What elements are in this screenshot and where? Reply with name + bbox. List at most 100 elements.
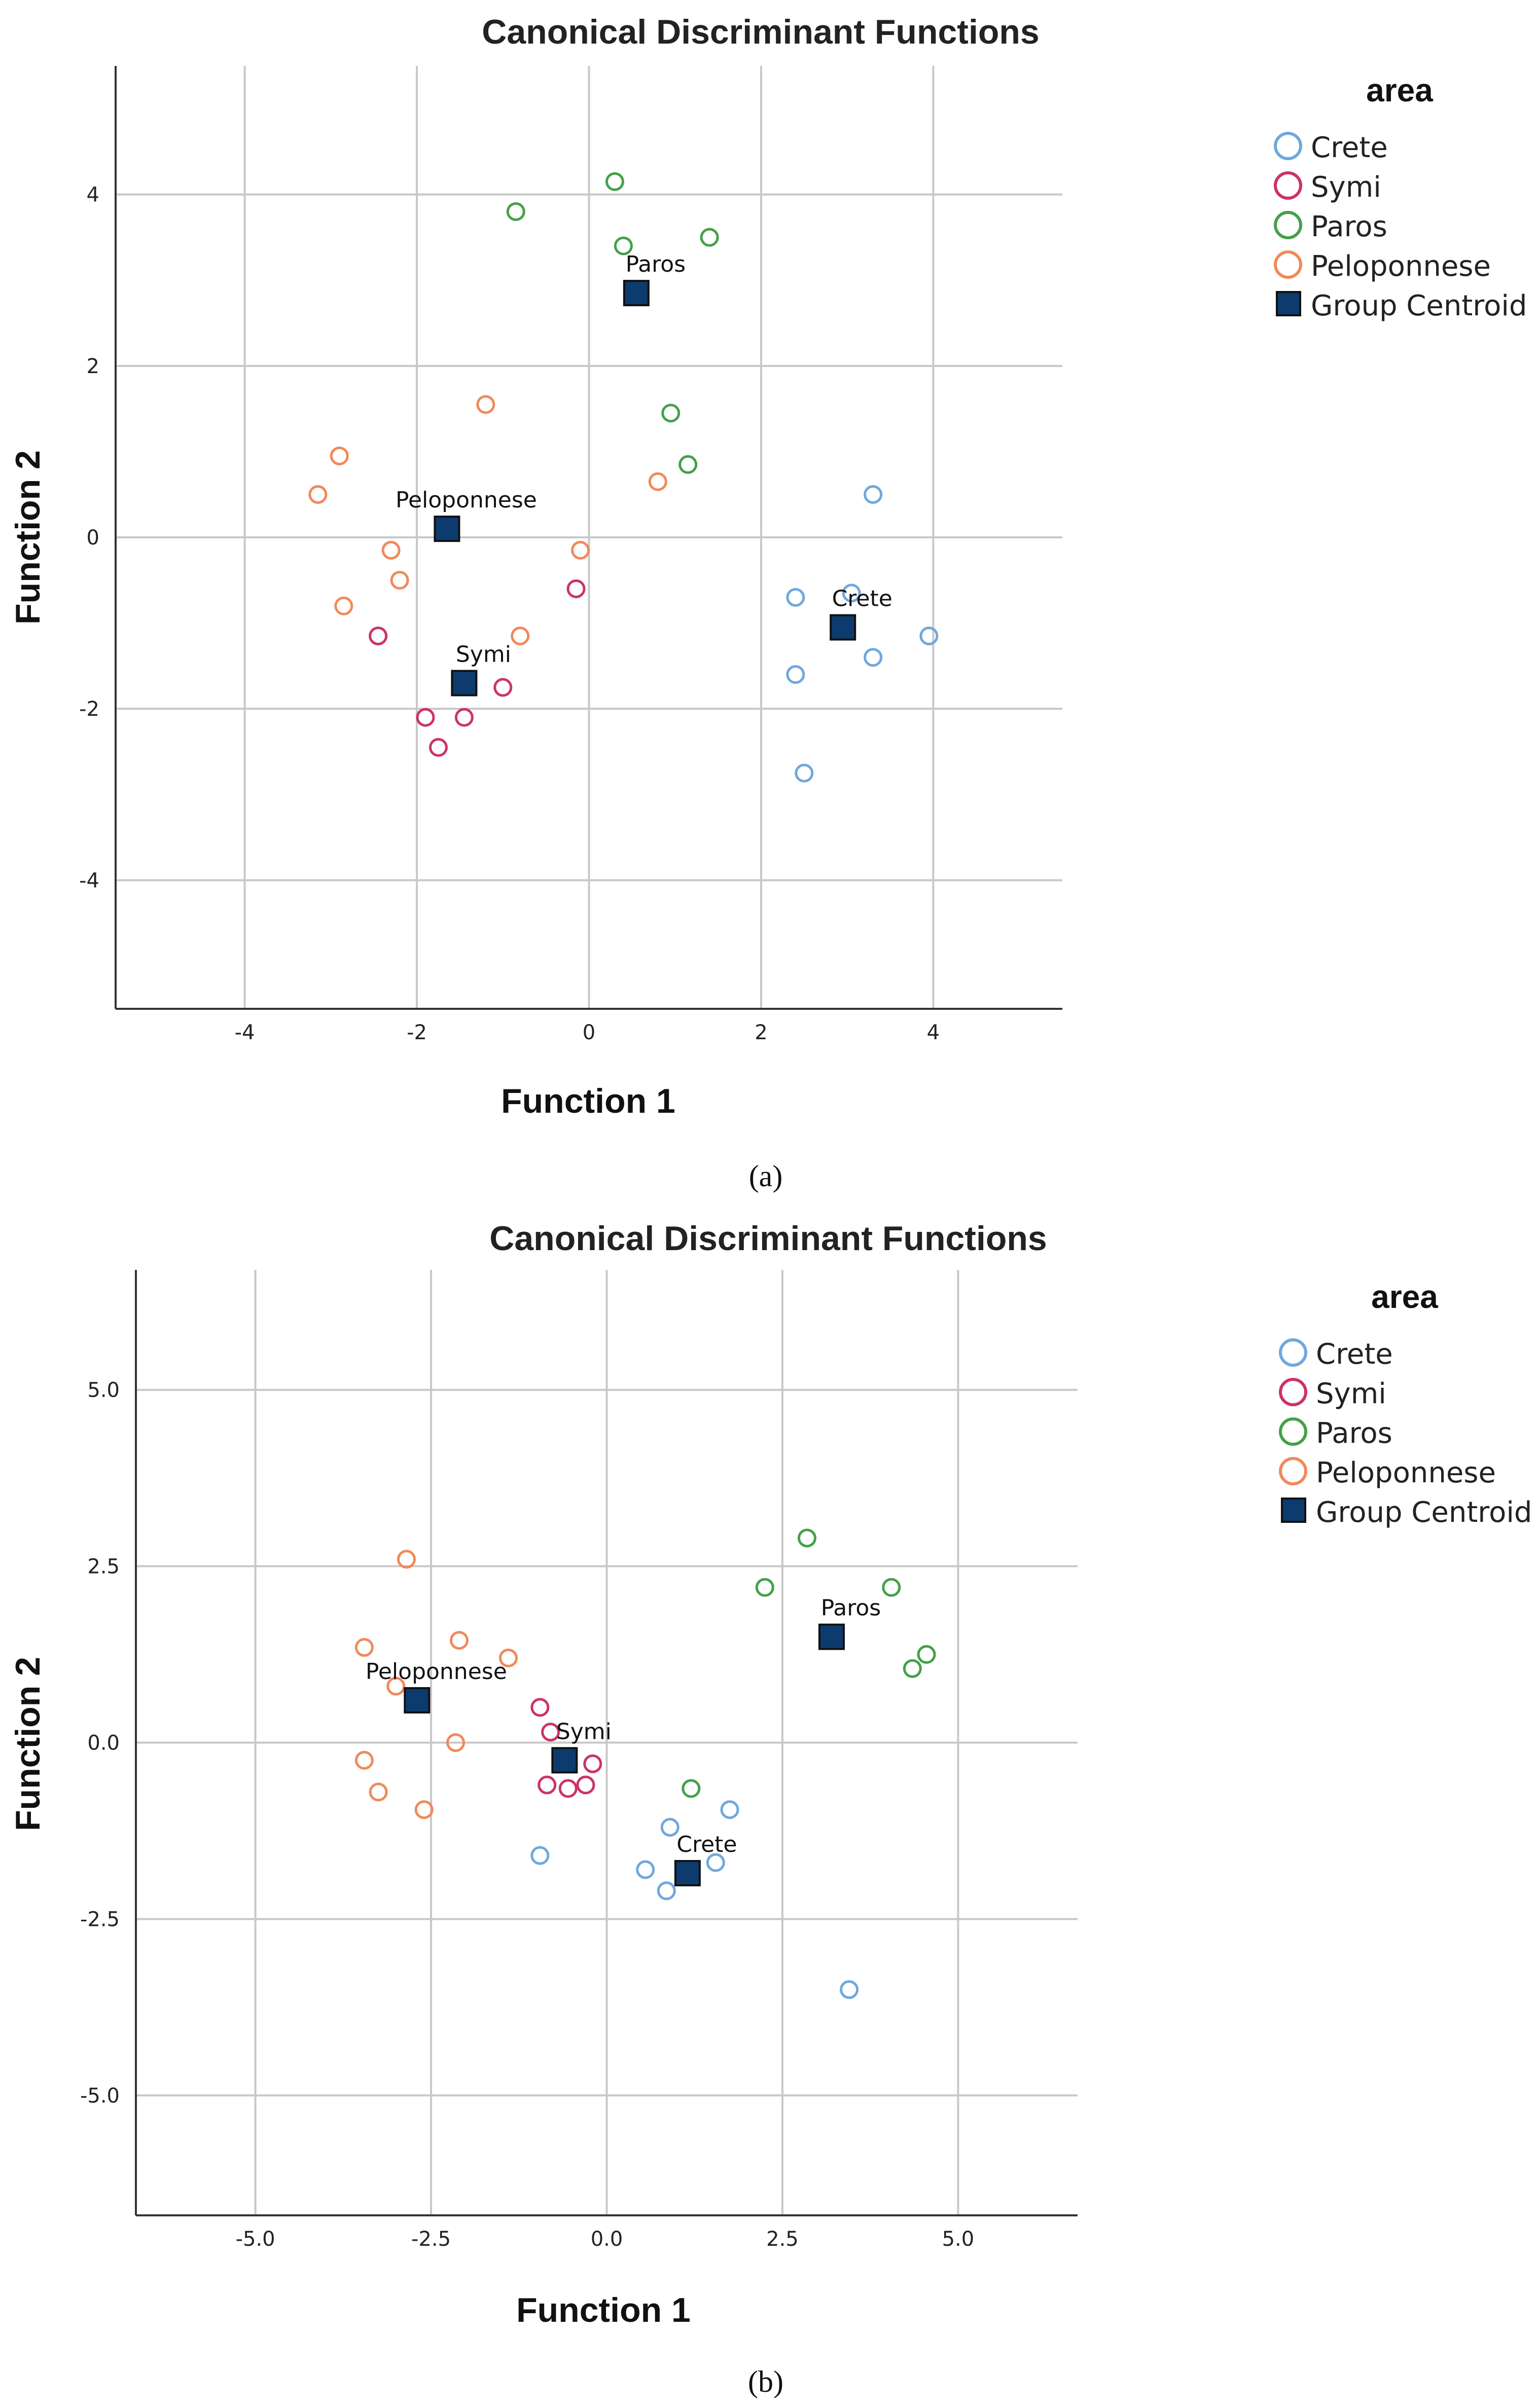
panel-caption: (b) xyxy=(748,2365,783,2398)
data-point-paros xyxy=(614,236,633,256)
data-point-crete xyxy=(795,763,814,783)
data-point-crete xyxy=(786,588,805,607)
x-tick-label: -4 xyxy=(235,1021,255,1044)
panel-caption: (a) xyxy=(749,1159,783,1193)
legend-marker-crete xyxy=(1279,1338,1307,1367)
y-axis-label: Function 2 xyxy=(9,1657,47,1831)
x-tick-label: 2 xyxy=(755,1021,767,1044)
x-axis-label: Function 1 xyxy=(501,1082,675,1120)
legend-title: area xyxy=(1371,1279,1438,1315)
y-tick-label: 0 xyxy=(87,526,99,550)
centroid-label: Crete xyxy=(832,586,892,612)
x-tick-label: -2.5 xyxy=(411,2228,451,2251)
centroid-crete xyxy=(674,1859,701,1886)
data-point-paros xyxy=(661,404,681,423)
data-point-peloponnese xyxy=(381,540,401,560)
centroid-paros xyxy=(623,280,650,307)
data-point-paros xyxy=(605,172,624,191)
x-tick-label: 0 xyxy=(583,1021,595,1044)
y-axis-label: Function 2 xyxy=(9,450,47,625)
data-point-peloponnese xyxy=(354,1638,374,1657)
legend-marker-peloponnese xyxy=(1279,1457,1307,1485)
x-tick-label: 2.5 xyxy=(766,2228,799,2251)
legend-marker-peloponnese xyxy=(1274,250,1302,279)
data-point-crete xyxy=(636,1860,655,1879)
data-point-paros xyxy=(678,455,698,474)
y-tick-label: 0.0 xyxy=(87,1732,120,1755)
plot-area: -4 -2 0 2 4 4 2 0 -2 -4 Paros Peloponnese Symi Crete xyxy=(79,66,1062,1044)
data-point-symi xyxy=(369,626,388,645)
data-point-peloponnese xyxy=(414,1800,434,1819)
data-point-crete xyxy=(864,648,883,667)
data-point-crete xyxy=(660,1818,679,1837)
data-point-paros xyxy=(755,1578,774,1597)
data-point-peloponnese xyxy=(397,1550,416,1569)
x-tick-label: 4 xyxy=(927,1021,940,1044)
legend-label-group-centroid: Group Centroid xyxy=(1316,1496,1532,1529)
data-point-peloponnese xyxy=(334,596,353,615)
data-point-paros xyxy=(506,202,525,221)
centroid-label: Paros xyxy=(626,251,686,277)
y-tick-label: -2 xyxy=(79,698,99,721)
legend-marker-symi xyxy=(1279,1378,1307,1406)
x-tick-label: 5.0 xyxy=(942,2228,975,2251)
legend-marker-crete xyxy=(1274,132,1302,160)
data-point-crete xyxy=(842,583,861,603)
centroid-label: Peloponnese xyxy=(366,1659,507,1685)
data-point-paros xyxy=(903,1659,922,1678)
data-point-peloponnese xyxy=(571,540,590,560)
y-tick-label: -5.0 xyxy=(80,2084,120,2107)
data-point-symi xyxy=(428,738,448,757)
data-point-peloponnese xyxy=(308,485,328,504)
legend-label-symi: Symi xyxy=(1311,171,1381,204)
y-tick-label: -2.5 xyxy=(80,1908,120,1931)
data-point-paros xyxy=(700,228,719,247)
centroid-paros xyxy=(818,1623,845,1650)
data-point-peloponnese xyxy=(354,1750,374,1770)
data-point-peloponnese xyxy=(386,1676,406,1696)
data-point-paros xyxy=(917,1645,936,1664)
legend-marker-symi xyxy=(1274,171,1302,200)
centroid-peloponnese xyxy=(434,516,460,542)
legend: area Crete Symi Paros Peloponnese Group Centr… xyxy=(1279,1279,1532,1529)
data-point-crete xyxy=(706,1853,725,1872)
centroid-label: Symi xyxy=(456,641,511,667)
legend: area Crete Symi Paros Peloponnese Group Centr… xyxy=(1274,72,1527,322)
legend-label-crete: Crete xyxy=(1311,131,1388,164)
y-tick-label: 2.5 xyxy=(87,1555,120,1579)
y-tick-label: -4 xyxy=(79,869,99,892)
data-point-peloponnese xyxy=(330,446,349,465)
legend-label-paros: Paros xyxy=(1316,1417,1392,1450)
x-axis-label: Function 1 xyxy=(516,2291,691,2329)
legend-title: area xyxy=(1366,72,1433,108)
legend-label-crete: Crete xyxy=(1316,1338,1393,1371)
data-point-crete xyxy=(657,1881,676,1901)
data-point-paros xyxy=(882,1578,901,1597)
data-point-paros xyxy=(682,1779,701,1798)
data-point-crete xyxy=(530,1846,550,1865)
data-point-paros xyxy=(797,1528,816,1548)
x-tick-label: -2 xyxy=(407,1021,427,1044)
x-tick-label: -5.0 xyxy=(236,2228,275,2251)
legend-label-peloponnese: Peloponnese xyxy=(1316,1456,1496,1489)
legend-label-symi: Symi xyxy=(1316,1377,1386,1410)
centroid-peloponnese xyxy=(404,1687,431,1713)
data-point-symi xyxy=(576,1775,595,1795)
legend-marker-paros xyxy=(1274,211,1302,239)
plot-area: -5.0 -2.5 0.0 2.5 5.0 5.0 2.5 0.0 -2.5 -5.0 Paros P… xyxy=(80,1270,1078,2251)
panel-b: Canonical Discriminant Functions -5.0 -2.… xyxy=(9,1219,1532,2398)
data-point-symi xyxy=(541,1723,560,1742)
legend-marker-paros xyxy=(1279,1417,1307,1446)
data-point-peloponnese xyxy=(511,626,530,645)
data-point-symi xyxy=(416,708,435,727)
data-point-symi xyxy=(583,1754,602,1773)
centroid-symi xyxy=(551,1747,578,1774)
panel-a: Canonical Discriminant Functions -4 -2 0 2 4… xyxy=(9,13,1527,1193)
centroid-label: Peloponnese xyxy=(396,487,537,513)
x-tick-label: 0.0 xyxy=(591,2228,623,2251)
data-point-symi xyxy=(558,1779,578,1798)
data-point-peloponnese xyxy=(648,472,667,491)
data-point-crete xyxy=(786,665,805,684)
data-point-peloponnese xyxy=(498,1648,518,1667)
